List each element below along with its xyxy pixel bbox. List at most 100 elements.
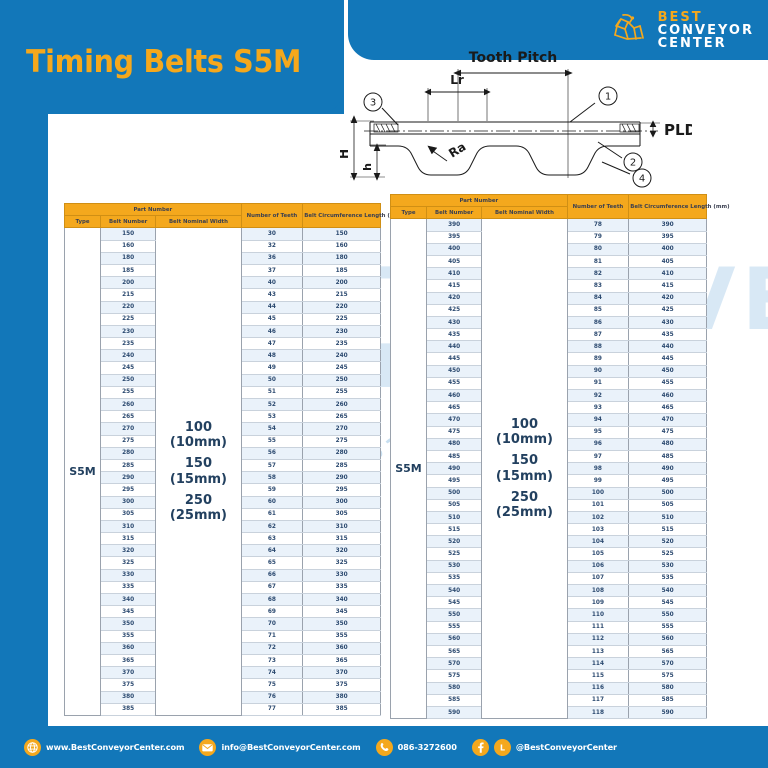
cell-belt-number: 400 bbox=[426, 242, 483, 256]
callout-1-label: 1 bbox=[605, 92, 611, 103]
cell-number-of-teeth: 95 bbox=[566, 425, 630, 439]
cell-number-of-teeth: 52 bbox=[240, 398, 304, 412]
cell-belt-number: 455 bbox=[426, 376, 483, 391]
table-row: 545 109 545 bbox=[391, 596, 707, 610]
table-row: 425 85 425 bbox=[391, 303, 707, 317]
cell-number-of-teeth: 70 bbox=[240, 617, 304, 631]
header-type: Type bbox=[389, 206, 428, 220]
footer-website[interactable]: www.BestConveyorCenter.com bbox=[24, 738, 185, 756]
cell-number-of-teeth: 57 bbox=[240, 458, 304, 473]
cell-belt-circumference: 340 bbox=[302, 593, 381, 607]
footer-social-text: @BestConveyorCenter bbox=[515, 742, 617, 752]
cell-belt-number: 395 bbox=[426, 230, 483, 244]
cell-number-of-teeth: 53 bbox=[240, 410, 304, 424]
cell-number-of-teeth: 93 bbox=[566, 401, 630, 415]
cell-number-of-teeth: 72 bbox=[240, 641, 304, 655]
conveyor-robot-logo-icon bbox=[610, 10, 650, 50]
cell-number-of-teeth: 79 bbox=[566, 230, 630, 244]
facebook-icon bbox=[471, 738, 489, 756]
cell-belt-number: 335 bbox=[100, 580, 157, 595]
width-mm: (15mm) bbox=[495, 468, 553, 484]
header-belt-number: Belt Number bbox=[100, 215, 157, 229]
cell-belt-circumference: 305 bbox=[302, 507, 381, 521]
cell-belt-number: 220 bbox=[100, 300, 157, 314]
cell-belt-circumference: 590 bbox=[628, 705, 707, 720]
cell-belt-number: 550 bbox=[426, 608, 483, 622]
cell-number-of-teeth: 30 bbox=[240, 227, 304, 241]
cell-belt-circumference: 480 bbox=[628, 437, 707, 451]
table-row: 360 72 360 bbox=[65, 641, 381, 655]
header-belt-circumference: Belt Circumference Length (mm) bbox=[302, 202, 404, 229]
width-size: 250 bbox=[510, 490, 539, 506]
cell-belt-circumference: 520 bbox=[628, 535, 707, 549]
table-row: 585 117 585 bbox=[391, 693, 707, 707]
cell-belt-circumference: 400 bbox=[628, 242, 707, 256]
cell-number-of-teeth: 43 bbox=[240, 288, 304, 302]
cell-belt-number: 360 bbox=[100, 641, 157, 655]
cell-number-of-teeth: 99 bbox=[566, 474, 630, 488]
cell-belt-circumference: 425 bbox=[628, 303, 707, 317]
cell-number-of-teeth: 67 bbox=[240, 580, 304, 595]
cell-number-of-teeth: 101 bbox=[566, 498, 630, 512]
cell-number-of-teeth: 78 bbox=[566, 218, 630, 232]
cell-number-of-teeth: 110 bbox=[566, 608, 630, 622]
cell-belt-number: 265 bbox=[100, 410, 157, 424]
cell-number-of-teeth: 76 bbox=[240, 690, 304, 704]
pld-label: PLD bbox=[664, 121, 692, 139]
table-row: 370 74 370 bbox=[65, 666, 381, 680]
cell-belt-nominal-width: 100 (10mm) 150 (15mm) 250 (25mm) bbox=[481, 218, 568, 719]
cell-belt-circumference: 215 bbox=[302, 288, 381, 302]
cell-belt-circumference: 550 bbox=[628, 608, 707, 622]
cell-number-of-teeth: 105 bbox=[566, 547, 630, 561]
table-row: 500 100 500 bbox=[391, 486, 707, 500]
cell-belt-circumference: 560 bbox=[628, 632, 707, 646]
cell-number-of-teeth: 107 bbox=[566, 571, 630, 586]
cell-number-of-teeth: 64 bbox=[240, 544, 304, 558]
h-upper-label: H bbox=[340, 149, 351, 159]
cell-belt-circumference: 225 bbox=[302, 312, 381, 326]
logo-wordmark: BEST CONVEYOR CENTER bbox=[658, 11, 754, 50]
cell-belt-circumference: 450 bbox=[628, 364, 707, 378]
table-row: 395 79 395 bbox=[391, 230, 707, 244]
cell-number-of-teeth: 63 bbox=[240, 532, 304, 546]
cell-belt-number: 515 bbox=[426, 523, 483, 537]
footer-contact-bar: www.BestConveyorCenter.com info@BestConv… bbox=[0, 726, 768, 768]
cell-belt-number: 490 bbox=[426, 462, 483, 476]
cell-belt-circumference: 330 bbox=[302, 568, 381, 582]
header-belt-nominal-width: Belt Nominal Width bbox=[155, 215, 242, 229]
line-icon: L bbox=[493, 738, 511, 756]
table-row: 505 101 505 bbox=[391, 498, 707, 512]
cell-belt-number: 465 bbox=[426, 401, 483, 415]
cell-number-of-teeth: 55 bbox=[240, 434, 304, 448]
cell-belt-number: 410 bbox=[426, 267, 483, 281]
table-row: 590 118 590 bbox=[391, 705, 707, 720]
cell-belt-circumference: 475 bbox=[628, 425, 707, 439]
width-size: 100 bbox=[184, 419, 213, 435]
footer-social[interactable]: L @BestConveyorCenter bbox=[471, 738, 617, 756]
footer-website-text: www.BestConveyorCenter.com bbox=[46, 742, 185, 752]
header-belt-number: Belt Number bbox=[426, 206, 483, 220]
table-row: 415 83 415 bbox=[391, 279, 707, 293]
table-row: 325 65 325 bbox=[65, 556, 381, 570]
cell-belt-number: 340 bbox=[100, 593, 157, 607]
cell-belt-circumference: 390 bbox=[628, 218, 707, 232]
table-row: 185 37 185 bbox=[65, 263, 381, 278]
cell-belt-number: 575 bbox=[426, 669, 483, 683]
cell-belt-number: 310 bbox=[100, 519, 157, 534]
cell-belt-circumference: 295 bbox=[302, 483, 381, 497]
cell-number-of-teeth: 69 bbox=[240, 605, 304, 619]
cell-number-of-teeth: 106 bbox=[566, 559, 630, 573]
cell-belt-circumference: 565 bbox=[628, 644, 707, 659]
logo-line-conveyor: CONVEYOR bbox=[657, 22, 754, 38]
cell-belt-number: 470 bbox=[426, 413, 483, 427]
footer-phone[interactable]: 086-3272600 bbox=[375, 738, 457, 756]
cell-belt-circumference: 455 bbox=[628, 376, 707, 391]
footer-email[interactable]: info@BestConveyorCenter.com bbox=[199, 738, 361, 756]
cell-belt-circumference: 525 bbox=[628, 547, 707, 561]
cell-belt-circumference: 285 bbox=[302, 458, 381, 473]
cell-belt-number: 425 bbox=[426, 303, 483, 317]
spec-table-left: Part Number Number of Teeth Belt Circumf… bbox=[63, 202, 404, 716]
cell-number-of-teeth: 60 bbox=[240, 495, 304, 509]
cell-belt-circumference: 515 bbox=[628, 523, 707, 537]
